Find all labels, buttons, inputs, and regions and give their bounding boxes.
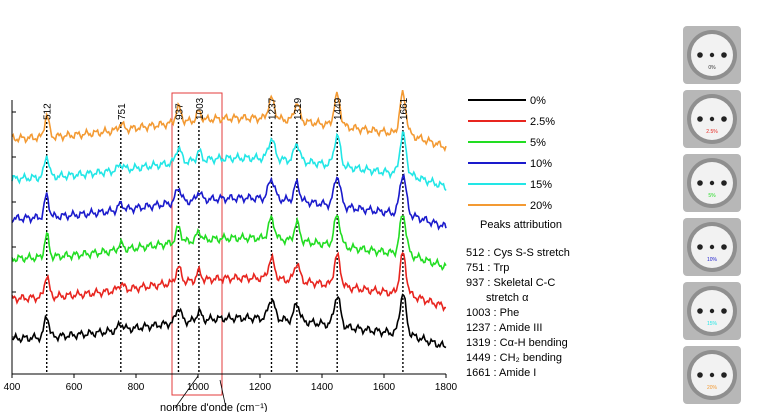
peak-label: 512: [43, 103, 54, 120]
droplet-dot: [709, 308, 715, 314]
attribution-list: 512 : Cys S-S stretch 751 : Trp 937 : Skel…: [466, 247, 570, 379]
droplet-dot: [721, 372, 727, 378]
droplet-dot: [697, 244, 703, 250]
droplet-dot: [709, 244, 715, 250]
x-tick-label: 1200: [249, 382, 272, 393]
series-line-0: [11, 293, 447, 349]
peak-label: 1003: [195, 97, 206, 120]
legend-label: 5%: [530, 137, 546, 149]
droplet-dot: [709, 52, 715, 58]
series-line-3: [11, 172, 447, 231]
peaks-attribution: Peaks attribution 512 : Cys S-S stretch 7…: [466, 219, 570, 379]
spectra-plot: 400 600 800 1000 1200 1400 1600 1800 512 751 937 1…: [4, 89, 458, 412]
droplet-dot: [709, 180, 715, 186]
x-axis-label: nombre d'onde (cm⁻¹): [160, 402, 268, 412]
axes: [11, 100, 446, 375]
x-tick-label: 400: [4, 382, 21, 393]
attribution-item: 751 : Trp: [466, 262, 509, 274]
x-tick-label: 800: [128, 382, 145, 393]
highlight-box: [171, 92, 223, 396]
xlabel-pointer: [174, 375, 227, 409]
peak-label: 1661: [399, 97, 410, 120]
attribution-item: 937 : Skeletal C-C: [466, 277, 555, 289]
droplet-thumbnail: 5%: [683, 154, 741, 212]
thumb-label: 0%: [708, 65, 716, 71]
series-layer: [11, 89, 447, 349]
droplet-dot: [697, 180, 703, 186]
droplet-thumbnail: 0%: [683, 26, 741, 84]
series-line-2: [11, 214, 447, 271]
droplet-dot: [721, 116, 727, 122]
thumb-label: 20%: [707, 385, 718, 391]
x-tick-label: 600: [66, 382, 83, 393]
droplet-dot: [697, 116, 703, 122]
attribution-item: stretch α: [486, 292, 529, 304]
droplet-dot: [721, 308, 727, 314]
x-tick-label: 1400: [311, 382, 334, 393]
x-tick-label: 1600: [373, 382, 396, 393]
attribution-item: 1003 : Phe: [466, 307, 519, 319]
legend-label: 10%: [530, 158, 552, 170]
peak-label: 937: [174, 103, 185, 120]
peak-labels: 512 751 937 1003 1237 1319 1449 1661: [43, 97, 410, 120]
droplet-thumbnails: 0% 2.5% 5% 10% 15% 20%: [683, 26, 741, 404]
droplet-thumbnail: 2.5%: [683, 90, 741, 148]
droplet-dot: [709, 372, 715, 378]
droplet-dot: [721, 52, 727, 58]
droplet-dot: [697, 308, 703, 314]
series-line-5: [11, 89, 447, 153]
legend-label: 2.5%: [530, 116, 555, 128]
x-tick-label: 1000: [187, 382, 210, 393]
droplet-thumbnail: 15%: [683, 282, 741, 340]
attribution-item: 1319 : Cα-H bending: [466, 337, 568, 349]
legend: 0% 2.5% 5% 10% 15% 20%: [468, 95, 555, 212]
droplet-dot: [697, 372, 703, 378]
series-line-1: [11, 251, 447, 313]
thumb-label: 10%: [707, 257, 718, 263]
peak-label: 1319: [293, 97, 304, 120]
attribution-item: 1237 : Amide III: [466, 322, 542, 334]
droplet-thumbnail: 20%: [683, 346, 741, 404]
attribution-item: 512 : Cys S-S stretch: [466, 247, 570, 259]
x-tick-label: 1800: [435, 382, 458, 393]
peak-label: 1449: [333, 97, 344, 120]
attribution-item: 1449 : CH₂ bending: [466, 352, 562, 364]
x-ticks: 400 600 800 1000 1200 1400 1600 1800: [4, 374, 458, 393]
droplet-dot: [721, 180, 727, 186]
peak-label: 751: [117, 103, 128, 120]
thumb-label: 5%: [708, 193, 716, 199]
thumb-label: 2.5%: [706, 129, 718, 135]
thumb-label: 15%: [707, 321, 718, 327]
droplet-dot: [697, 52, 703, 58]
droplet-thumbnail: 10%: [683, 218, 741, 276]
y-ticks: [12, 111, 16, 338]
legend-label: 20%: [530, 200, 552, 212]
peak-lines: [46, 122, 404, 372]
peak-label: 1237: [267, 97, 278, 120]
legend-label: 0%: [530, 95, 546, 107]
droplet-dot: [709, 116, 715, 122]
droplet-dot: [721, 244, 727, 250]
series-line-4: [11, 130, 447, 191]
attribution-title: Peaks attribution: [480, 219, 562, 231]
legend-label: 15%: [530, 179, 552, 191]
attribution-item: 1661 : Amide I: [466, 367, 536, 379]
